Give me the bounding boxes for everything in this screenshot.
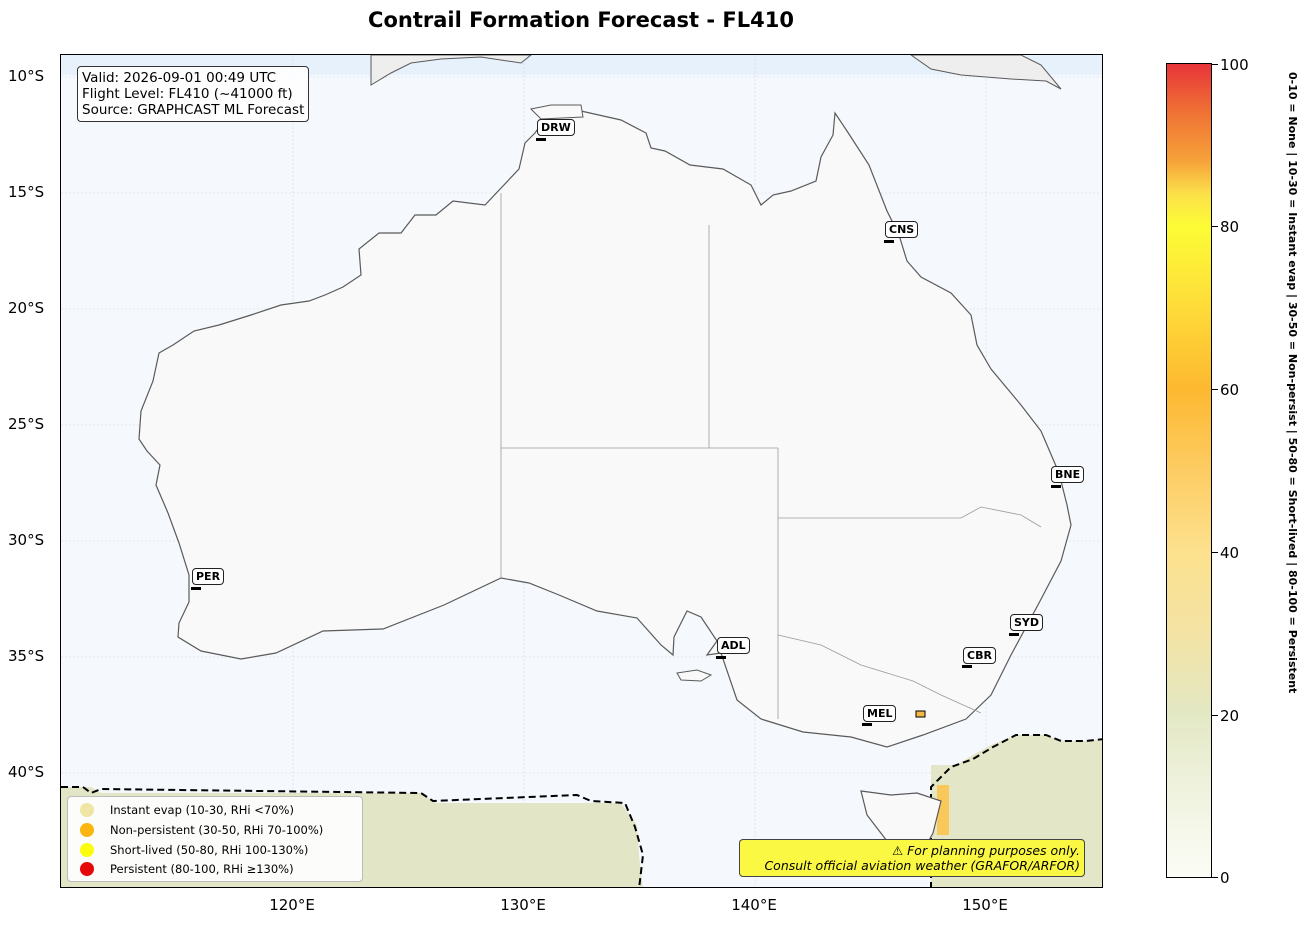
lat-label-30s: 30°S	[8, 531, 45, 549]
city-marker-cbr	[962, 665, 972, 668]
map-panel[interactable]	[60, 54, 1103, 888]
colorbar-tick-0	[1212, 877, 1218, 878]
lat-label-20s: 20°S	[8, 299, 45, 317]
legend-label-instant-evap: Instant evap (10-30, RHi <70%)	[110, 803, 294, 817]
lon-label-140e: 140°E	[731, 896, 777, 914]
legend-label-non-persistent: Non-persistent (30-50, RHi 70-100%)	[110, 823, 324, 837]
lat-label-25s: 25°S	[8, 415, 45, 433]
contrail-boundary-southeast	[930, 734, 1102, 887]
australia-mainland	[138, 110, 1072, 748]
colorbar-label-0: 0	[1220, 869, 1230, 887]
legend-item-instant-evap: Instant evap (10-30, RHi <70%)	[80, 801, 294, 819]
colorbar-label-100: 100	[1220, 56, 1249, 74]
city-label-adl[interactable]: ADL	[717, 637, 750, 654]
map-title: Contrail Formation Forecast - FL410	[368, 8, 794, 32]
city-marker-per	[191, 587, 201, 590]
map-canvas	[61, 55, 1102, 887]
source-text: Source: GRAPHCAST ML Forecast	[82, 102, 305, 118]
city-label-syd[interactable]: SYD	[1010, 614, 1044, 631]
city-label-cbr[interactable]: CBR	[963, 647, 996, 664]
legend-label-short-lived: Short-lived (50-80, RHi 100-130%)	[110, 843, 309, 857]
lat-label-10s: 10°S	[8, 67, 45, 85]
state-borders	[500, 193, 1042, 719]
colorbar-label-40: 40	[1220, 544, 1240, 562]
lon-label-130e: 130°E	[500, 896, 546, 914]
legend-swatch-persistent	[80, 862, 94, 876]
city-label-bne[interactable]: BNE	[1051, 466, 1085, 483]
colorbar-tick-20	[1212, 715, 1218, 716]
new-guinea-coast	[370, 55, 532, 86]
warning-line-1: ⚠ For planning purposes only.	[892, 843, 1080, 858]
city-marker-cns	[884, 240, 894, 243]
city-label-mel[interactable]: MEL	[863, 705, 897, 722]
lat-label-15s: 15°S	[8, 183, 45, 201]
lat-label-40s: 40°S	[8, 763, 45, 781]
legend-swatch-instant-evap	[80, 803, 94, 817]
papua-coast	[910, 55, 1062, 90]
colorbar-tick-80	[1212, 226, 1218, 227]
city-marker-drw	[536, 138, 546, 141]
colorbar	[1166, 63, 1212, 878]
legend-label-persistent: Persistent (80-100, RHi ≥130%)	[110, 862, 294, 876]
category-legend: Instant evap (10-30, RHi <70%) Non-persi…	[67, 796, 363, 882]
city-label-cns[interactable]: CNS	[885, 221, 919, 238]
city-marker-adl	[716, 656, 726, 659]
planning-warning-box: ⚠ For planning purposes only. Consult of…	[739, 839, 1085, 877]
city-marker-syd	[1009, 633, 1019, 636]
city-marker-mel	[862, 723, 872, 726]
forecast-info-box: Valid: 2026-09-01 00:49 UTC Flight Level…	[77, 66, 310, 122]
valid-time-text: Valid: 2026-09-01 00:49 UTC	[82, 70, 277, 86]
top-ocean-band	[61, 55, 1102, 75]
contrail-patch-orange	[937, 785, 949, 835]
colorbar-label-20: 20	[1220, 707, 1240, 725]
colorbar-tick-100	[1212, 64, 1218, 65]
colorbar-caption: 0-10 = None | 10-30 = Instant evap | 30-…	[1286, 72, 1299, 694]
lon-label-150e: 150°E	[962, 896, 1008, 914]
colorbar-label-60: 60	[1220, 381, 1240, 399]
flight-level-text: Flight Level: FL410 (~41000 ft)	[82, 86, 293, 102]
legend-item-non-persistent: Non-persistent (30-50, RHi 70-100%)	[80, 821, 323, 839]
warning-line-2: Consult official aviation weather (GRAFO…	[764, 858, 1080, 873]
colorbar-tick-60	[1212, 389, 1218, 390]
colorbar-label-80: 80	[1220, 218, 1240, 236]
contrail-spot	[915, 710, 926, 718]
city-label-drw[interactable]: DRW	[537, 119, 575, 136]
city-label-per[interactable]: PER	[192, 568, 225, 585]
colorbar-tick-40	[1212, 552, 1218, 553]
legend-swatch-non-persistent	[80, 823, 94, 837]
legend-item-persistent: Persistent (80-100, RHi ≥130%)	[80, 860, 294, 878]
city-marker-bne	[1051, 485, 1061, 488]
legend-item-short-lived: Short-lived (50-80, RHi 100-130%)	[80, 841, 308, 859]
tiwi-islands	[529, 104, 584, 120]
legend-swatch-short-lived	[80, 843, 94, 857]
kangaroo-island	[676, 669, 713, 682]
lat-label-35s: 35°S	[8, 647, 45, 665]
lon-label-120e: 120°E	[269, 896, 315, 914]
